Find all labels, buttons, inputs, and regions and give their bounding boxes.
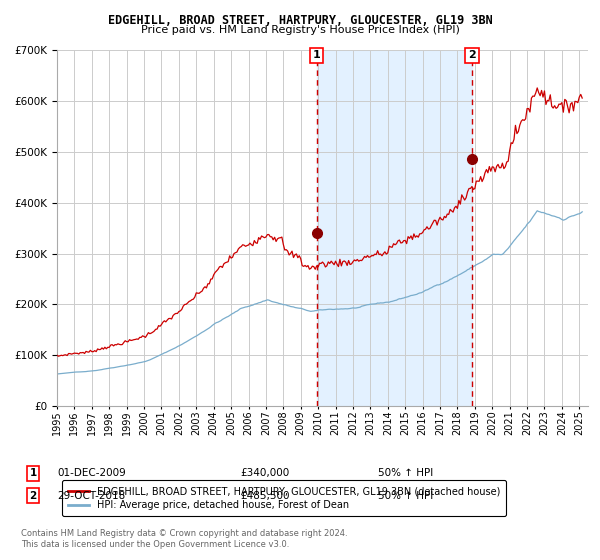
- Text: £485,500: £485,500: [240, 491, 290, 501]
- Text: 29-OCT-2018: 29-OCT-2018: [57, 491, 125, 501]
- Text: 1: 1: [29, 468, 37, 478]
- Text: 01-DEC-2009: 01-DEC-2009: [57, 468, 126, 478]
- Text: £340,000: £340,000: [240, 468, 289, 478]
- Text: Contains HM Land Registry data © Crown copyright and database right 2024.
This d: Contains HM Land Registry data © Crown c…: [21, 529, 347, 549]
- Text: 1: 1: [313, 50, 320, 60]
- Bar: [317, 50, 472, 406]
- Text: Price paid vs. HM Land Registry's House Price Index (HPI): Price paid vs. HM Land Registry's House …: [140, 25, 460, 35]
- Text: 50% ↑ HPI: 50% ↑ HPI: [378, 491, 433, 501]
- Text: 50% ↑ HPI: 50% ↑ HPI: [378, 468, 433, 478]
- Legend: EDGEHILL, BROAD STREET, HARTPURY, GLOUCESTER, GL19 3BN (detached house), HPI: Av: EDGEHILL, BROAD STREET, HARTPURY, GLOUCE…: [62, 480, 506, 516]
- Text: 2: 2: [29, 491, 37, 501]
- Text: EDGEHILL, BROAD STREET, HARTPURY, GLOUCESTER, GL19 3BN: EDGEHILL, BROAD STREET, HARTPURY, GLOUCE…: [107, 14, 493, 27]
- Text: 2: 2: [468, 50, 476, 60]
